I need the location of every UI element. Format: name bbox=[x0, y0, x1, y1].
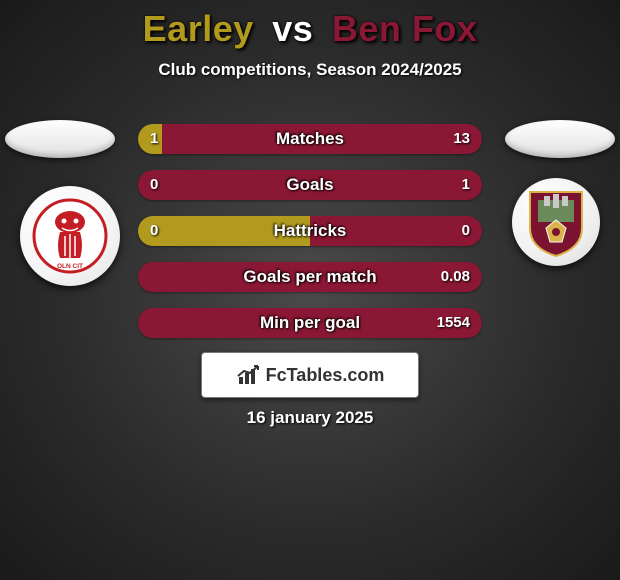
northampton-crest-icon bbox=[524, 186, 588, 258]
stat-row: 113Matches bbox=[138, 124, 482, 154]
stat-label: Goals bbox=[138, 170, 482, 200]
brand-box: FcTables.com bbox=[201, 352, 419, 398]
stat-row: 00Hattricks bbox=[138, 216, 482, 246]
lincoln-city-crest-icon: OLN CIT bbox=[32, 198, 108, 274]
stat-label: Matches bbox=[138, 124, 482, 154]
player2-name: Ben Fox bbox=[332, 8, 478, 49]
subtitle: Club competitions, Season 2024/2025 bbox=[0, 60, 620, 80]
stat-label: Min per goal bbox=[138, 308, 482, 338]
date-text: 16 january 2025 bbox=[0, 408, 620, 428]
player1-name: Earley bbox=[143, 8, 254, 49]
stat-row: 01Goals bbox=[138, 170, 482, 200]
stat-label: Goals per match bbox=[138, 262, 482, 292]
brand-text: FcTables.com bbox=[266, 365, 385, 386]
stat-row: 0.08Goals per match bbox=[138, 262, 482, 292]
stats-block: 113Matches 01Goals 00Hattricks 0.08Goals pe… bbox=[138, 124, 482, 354]
bar-chart-icon bbox=[236, 364, 262, 386]
player1-avatar bbox=[5, 120, 115, 158]
stat-row: 1554Min per goal bbox=[138, 308, 482, 338]
player2-avatar bbox=[505, 120, 615, 158]
svg-text:OLN CIT: OLN CIT bbox=[57, 263, 83, 270]
page-title: Earley vs Ben Fox bbox=[0, 8, 620, 50]
player1-club-badge: OLN CIT bbox=[20, 186, 120, 286]
vs-text: vs bbox=[272, 8, 313, 49]
stat-label: Hattricks bbox=[138, 216, 482, 246]
player2-club-badge bbox=[512, 178, 600, 266]
